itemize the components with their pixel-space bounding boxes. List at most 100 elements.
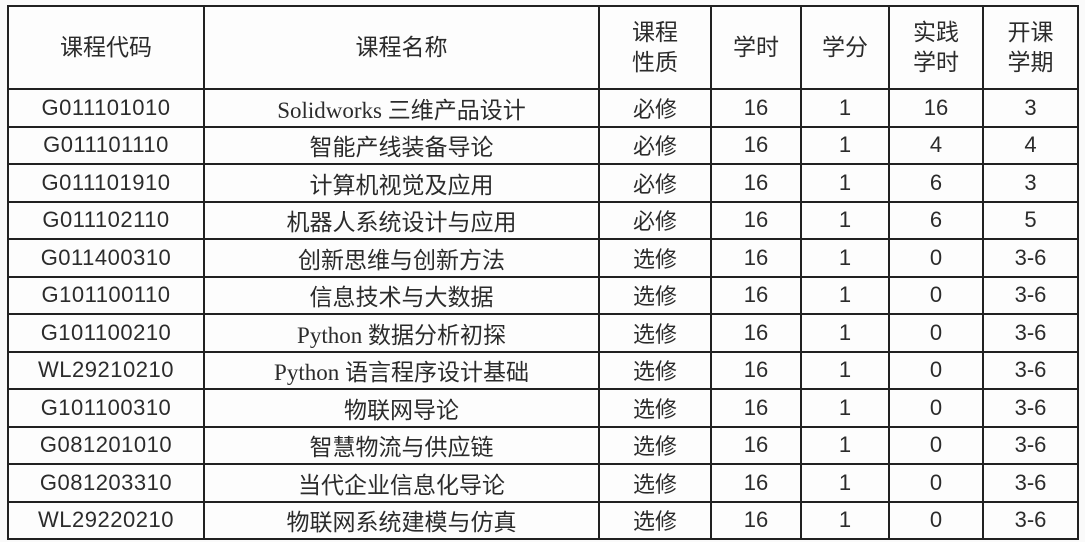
cell-name: 物联网导论 (203, 388, 600, 428)
cell-nature: 选修 (598, 238, 712, 278)
cell-code: G081203310 (7, 463, 205, 503)
table-row: G011101110 智能产线装备导论 必修 16 1 4 4 (7, 125, 1079, 165)
cell-code: G011101110 (7, 125, 205, 165)
cell-nature: 选修 (598, 463, 712, 503)
cell-credits: 1 (800, 275, 890, 315)
column-header-code: 课程代码 (7, 5, 205, 90)
cell-credits: 1 (800, 88, 890, 128)
cell-code: G011400310 (7, 238, 205, 278)
table-row: G081201010 智慧物流与供应链 选修 16 1 0 3-6 (7, 425, 1079, 465)
cell-name: 计算机视觉及应用 (203, 163, 600, 203)
cell-practice_hours: 0 (888, 238, 984, 278)
cell-practice_hours: 0 (888, 500, 984, 540)
cell-credits: 1 (800, 500, 890, 540)
cell-semester: 3-6 (982, 388, 1079, 428)
cell-semester: 3-6 (982, 350, 1079, 390)
cell-nature: 选修 (598, 425, 712, 465)
cell-nature: 选修 (598, 388, 712, 428)
cell-credits: 1 (800, 425, 890, 465)
cell-code: G101100210 (7, 313, 205, 353)
cell-semester: 3-6 (982, 500, 1079, 540)
cell-name: 当代企业信息化导论 (203, 463, 600, 503)
table-row: G081203310 当代企业信息化导论 选修 16 1 0 3-6 (7, 463, 1079, 503)
cell-name: 信息技术与大数据 (203, 275, 600, 315)
cell-practice_hours: 0 (888, 313, 984, 353)
cell-hours: 16 (710, 163, 802, 203)
cell-code: WL29210210 (7, 350, 205, 390)
cell-nature: 必修 (598, 163, 712, 203)
cell-name: Python 语言程序设计基础 (203, 350, 600, 390)
cell-practice_hours: 0 (888, 388, 984, 428)
cell-semester: 3-6 (982, 275, 1079, 315)
cell-nature: 选修 (598, 275, 712, 315)
cell-practice_hours: 0 (888, 463, 984, 503)
cell-nature: 必修 (598, 88, 712, 128)
cell-credits: 1 (800, 238, 890, 278)
cell-practice_hours: 16 (888, 88, 984, 128)
cell-semester: 3 (982, 88, 1079, 128)
cell-semester: 3 (982, 163, 1079, 203)
cell-code: G101100110 (7, 275, 205, 315)
cell-semester: 4 (982, 125, 1079, 165)
cell-code: G081201010 (7, 425, 205, 465)
cell-nature: 选修 (598, 500, 712, 540)
cell-nature: 必修 (598, 125, 712, 165)
cell-credits: 1 (800, 200, 890, 240)
table-row: G011101910 计算机视觉及应用 必修 16 1 6 3 (7, 163, 1079, 203)
cell-name: 机器人系统设计与应用 (203, 200, 600, 240)
cell-practice_hours: 0 (888, 275, 984, 315)
cell-semester: 3-6 (982, 313, 1079, 353)
cell-name: 智能产线装备导论 (203, 125, 600, 165)
cell-practice_hours: 6 (888, 200, 984, 240)
cell-code: WL29220210 (7, 500, 205, 540)
cell-credits: 1 (800, 313, 890, 353)
column-header-credits: 学分 (800, 5, 890, 90)
cell-code: G011101010 (7, 88, 205, 128)
table-row: G101100110 信息技术与大数据 选修 16 1 0 3-6 (7, 275, 1079, 315)
cell-practice_hours: 0 (888, 425, 984, 465)
cell-nature: 选修 (598, 350, 712, 390)
cell-code: G101100310 (7, 388, 205, 428)
table-row: G101100210 Python 数据分析初探 选修 16 1 0 3-6 (7, 313, 1079, 353)
cell-semester: 3-6 (982, 238, 1079, 278)
cell-code: G011102110 (7, 200, 205, 240)
cell-hours: 16 (710, 350, 802, 390)
cell-hours: 16 (710, 463, 802, 503)
cell-practice_hours: 0 (888, 350, 984, 390)
cell-semester: 5 (982, 200, 1079, 240)
cell-hours: 16 (710, 388, 802, 428)
cell-practice_hours: 6 (888, 163, 984, 203)
course-table-header: 课程代码 课程名称 课程 性质 学时 学分 实践 学时 开课 学期 (7, 5, 1079, 90)
cell-name: 物联网系统建模与仿真 (203, 500, 600, 540)
column-header-name: 课程名称 (203, 5, 600, 90)
table-row: G011102110 机器人系统设计与应用 必修 16 1 6 5 (7, 200, 1079, 240)
cell-hours: 16 (710, 200, 802, 240)
cell-nature: 选修 (598, 313, 712, 353)
column-header-practice-hours: 实践 学时 (888, 5, 984, 90)
cell-credits: 1 (800, 350, 890, 390)
column-header-hours: 学时 (710, 5, 802, 90)
table-row: G011101010 Solidworks 三维产品设计 必修 16 1 16 3 (7, 88, 1079, 128)
cell-hours: 16 (710, 425, 802, 465)
cell-code: G011101910 (7, 163, 205, 203)
cell-credits: 1 (800, 388, 890, 428)
column-header-semester: 开课 学期 (982, 5, 1079, 90)
cell-hours: 16 (710, 313, 802, 353)
cell-semester: 3-6 (982, 425, 1079, 465)
table-row: WL29220210 物联网系统建模与仿真 选修 16 1 0 3-6 (7, 500, 1079, 540)
header-row: 课程代码 课程名称 课程 性质 学时 学分 实践 学时 开课 学期 (7, 5, 1079, 90)
course-table-body: G011101010 Solidworks 三维产品设计 必修 16 1 16 3 G0111… (7, 88, 1079, 540)
cell-name: 创新思维与创新方法 (203, 238, 600, 278)
cell-name: 智慧物流与供应链 (203, 425, 600, 465)
cell-hours: 16 (710, 500, 802, 540)
cell-hours: 16 (710, 238, 802, 278)
cell-credits: 1 (800, 163, 890, 203)
cell-name: Python 数据分析初探 (203, 313, 600, 353)
column-header-nature: 课程 性质 (598, 5, 712, 90)
cell-credits: 1 (800, 463, 890, 503)
table-row: WL29210210 Python 语言程序设计基础 选修 16 1 0 3-6 (7, 350, 1079, 390)
cell-semester: 3-6 (982, 463, 1079, 503)
course-table: 课程代码 课程名称 课程 性质 学时 学分 实践 学时 开课 学期 G01110… (7, 5, 1079, 540)
cell-credits: 1 (800, 125, 890, 165)
cell-name: Solidworks 三维产品设计 (203, 88, 600, 128)
